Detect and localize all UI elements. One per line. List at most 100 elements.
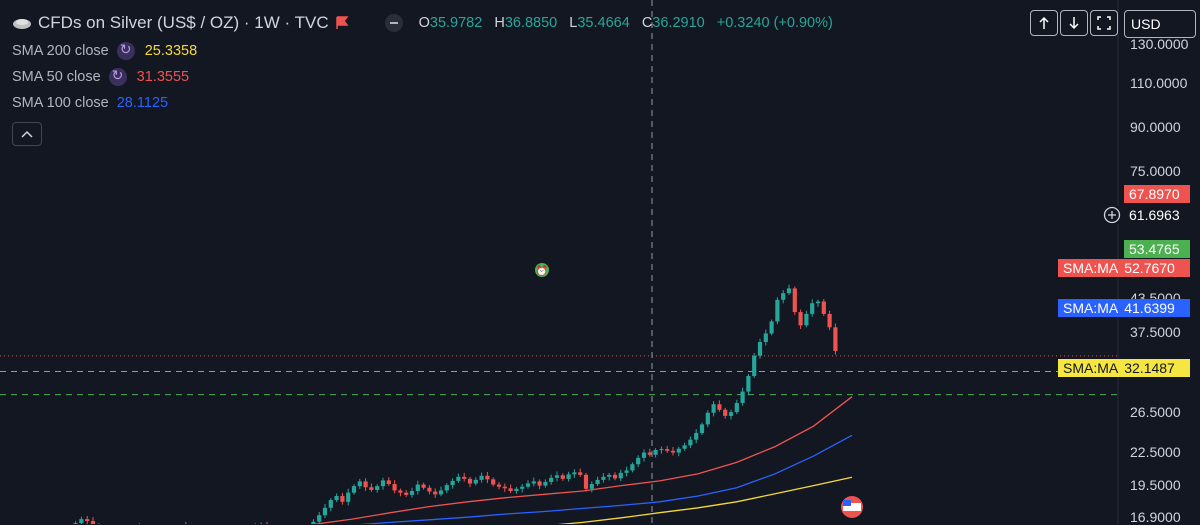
open-label: O: [418, 15, 430, 31]
candle-body: [804, 313, 809, 326]
hide-ohlc-button[interactable]: [384, 14, 403, 32]
sma200-price-tag: SMA:MA 32.1487: [1058, 359, 1190, 377]
indicator-settings-icon[interactable]: [116, 41, 135, 60]
candle-body: [578, 472, 583, 475]
indicator-value: 25.3358: [144, 43, 198, 59]
indicator-sma50[interactable]: SMA 50 close 31.3555: [12, 64, 841, 90]
candle-body: [740, 391, 745, 403]
candle-body: [682, 445, 687, 449]
chart-legend: CFDs on Silver (US$ / OZ) · 1W · TVC O35…: [12, 8, 841, 146]
ma-line-sma100: [358, 434, 853, 524]
candle-body: [641, 452, 647, 458]
high-value: 36.8850: [504, 15, 558, 31]
close-label: C: [641, 15, 653, 31]
indicator-sma200[interactable]: SMA 200 close 25.3358: [12, 38, 841, 64]
candle-body: [357, 481, 362, 487]
candle-body: [537, 481, 542, 486]
flag-icon[interactable]: [335, 16, 349, 30]
ohlc-values: O35.9782 H36.8850 L35.4664 C36.2910 +0.3…: [419, 15, 841, 31]
candle-body: [792, 288, 797, 313]
candle-body: [491, 479, 496, 485]
candle-body: [90, 521, 96, 524]
level-price-tag: 53.4765: [1124, 240, 1190, 258]
candle-body: [583, 474, 589, 489]
candle-body: [653, 449, 658, 455]
candle-body: [351, 486, 357, 493]
price-tag-value: 32.1487: [1124, 360, 1175, 376]
collapse-legend-button[interactable]: [12, 122, 42, 146]
candle-body: [560, 475, 565, 479]
candle-body: [665, 449, 670, 451]
candle-body: [566, 474, 571, 479]
candle-body: [728, 412, 734, 416]
currency-select[interactable]: USD: [1124, 10, 1196, 38]
candle-body: [369, 487, 374, 490]
candle-body: [554, 475, 560, 478]
alarm-icon[interactable]: [535, 263, 549, 277]
indicator-value: 28.1125: [116, 95, 169, 111]
candle-body: [647, 452, 652, 455]
candle-body: [746, 375, 751, 392]
candle-body: [380, 480, 386, 487]
candle-body: [659, 449, 664, 451]
candle-body: [467, 478, 473, 484]
legend-title-row: CFDs on Silver (US$ / OZ) · 1W · TVC O35…: [12, 8, 841, 38]
candle-body: [496, 484, 502, 487]
candle-body: [757, 341, 763, 356]
candle-body: [346, 492, 351, 502]
indicator-name: SMA 50 close: [12, 69, 101, 85]
candle-body: [815, 301, 821, 304]
us-flag-canton: [843, 500, 851, 506]
change-value: +0.3240 (+0.90%): [716, 15, 833, 31]
candle-body: [514, 488, 519, 492]
candle-body: [595, 479, 600, 485]
candle-body: [450, 480, 455, 486]
candle-body: [612, 474, 618, 479]
y-tick: 26.5000: [1130, 404, 1181, 420]
indicator-name: SMA 100 close: [12, 95, 109, 111]
candle-body: [531, 481, 536, 484]
add-plus-icon[interactable]: [1103, 206, 1121, 224]
candle-body: [670, 450, 676, 453]
scroll-down-button[interactable]: [1060, 10, 1088, 36]
fit-chart-button[interactable]: [1090, 10, 1118, 36]
indicator-settings-icon[interactable]: [108, 67, 127, 86]
candle-body: [618, 472, 623, 479]
candle-body: [427, 487, 432, 492]
candle-body: [705, 412, 710, 425]
candle-body: [601, 476, 606, 480]
crosshair-price-tag[interactable]: 61.6963: [1098, 206, 1190, 224]
candle-body: [334, 496, 339, 501]
candle-body: [340, 496, 345, 502]
candle-body: [827, 313, 832, 328]
scroll-up-button[interactable]: [1030, 10, 1058, 36]
candle-body: [717, 404, 722, 410]
candle-body: [694, 432, 699, 440]
candle-body: [636, 457, 641, 465]
candle-body: [485, 475, 490, 480]
candle-body: [572, 472, 577, 475]
candle-body: [775, 299, 780, 322]
candle-body: [398, 490, 403, 493]
currency-value: USD: [1131, 16, 1161, 32]
sma50-price-tag: SMA:MA 52.7670: [1058, 259, 1190, 277]
ma-line-sma50: [311, 396, 853, 524]
price-tag-label: SMA:MA: [1063, 260, 1119, 276]
indicator-sma100[interactable]: SMA 100 close 28.1125: [12, 90, 841, 116]
candle-body: [520, 486, 525, 489]
expand-icon: [1097, 16, 1111, 30]
price-tag-value: 53.4765: [1129, 241, 1180, 257]
arrow-up-icon: [1039, 16, 1049, 29]
candle-body: [433, 491, 438, 495]
price-tag-value: 61.6963: [1129, 207, 1180, 223]
low-value: 35.4664: [577, 15, 630, 31]
y-tick: 16.9000: [1130, 509, 1181, 525]
close-value: 36.2910: [652, 15, 705, 31]
high-label: H: [494, 15, 505, 31]
candle-body: [462, 476, 467, 479]
indicator-name: SMA 200 close: [12, 43, 109, 59]
candle-body: [543, 481, 548, 486]
price-tag-value: 41.6399: [1124, 300, 1175, 316]
symbol-title[interactable]: CFDs on Silver (US$ / OZ) · 1W · TVC: [38, 13, 329, 32]
